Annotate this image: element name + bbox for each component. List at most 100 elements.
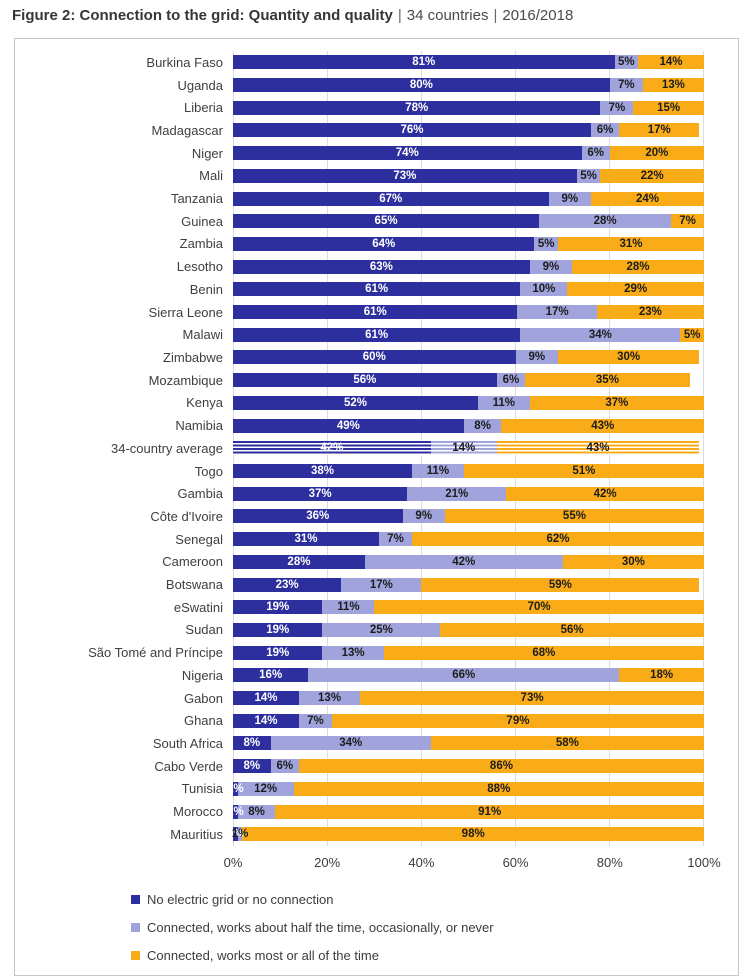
bar-track: 8% 34% 58% [233,736,704,751]
bar-track: 78% 7% 15% [233,100,704,115]
country-label: Namibia [175,418,223,434]
bar-value-label: 17% [545,306,569,319]
bar-value-label: 52% [343,396,367,409]
bar-segment-works-half-time: 34% [520,327,681,342]
bar-value-label: 8% [243,737,261,750]
bar-track: 31% 7% 62% [233,532,704,547]
country-label: Gabon [183,690,223,706]
bar-track: 60% 9% 30% [233,350,704,365]
bar-segment-no-connection: 37% [233,486,408,501]
bar-segment-works-half-time: 9% [515,350,558,365]
bar-segment-works-half-time: 13% [298,691,361,706]
bar-segment-works-most-time: 23% [596,305,704,320]
bar-value-label: 73% [393,169,417,182]
bar-value-label: 5% [580,169,597,182]
bar-segment-no-connection: 19% [233,645,323,660]
bar-value-label: 7% [608,101,626,114]
x-axis-tick: 60% [502,855,529,870]
bar-segment-works-half-time: 11% [477,395,530,410]
bar-value-label: 29% [624,283,648,296]
bar-segment-works-most-time: 42% [506,486,704,501]
chart-area: Burkina Faso 81% 5% 14% Uganda 80% 7% 13% Liberi… [14,38,739,976]
bar-value-label: 1% [231,828,249,841]
bar-segment-no-connection: 60% [233,350,516,365]
bar-segment-works-half-time: 7% [298,713,332,728]
country-label: Benin [189,281,223,297]
bar-segment-no-connection: 14% [233,691,299,706]
bar-segment-works-half-time: 11% [322,600,375,615]
bar-value-label: 68% [532,646,556,659]
bar-value-label: 25% [369,623,393,636]
x-axis-ticks: 0% 20% 40% 60% 80% 100% [224,848,721,872]
bar-segment-works-half-time: 7% [379,532,412,547]
chart-row: Niger 74% 6% 20% [15,142,738,165]
bar-track: 65% 28% 7% [233,214,704,229]
bar-track: 63% 9% 28% [233,259,704,274]
bar-value-label: 67% [379,192,403,205]
bar-track: 1% 8% 91% [227,804,704,819]
bar-value-label: 28% [593,215,617,228]
bar-value-label: 73% [520,692,544,705]
bar-value-label: 9% [415,510,433,523]
bar-segment-works-half-time: 13% [322,645,384,660]
chart-row: Nigeria 16% 66% 18% [15,664,738,687]
bar-value-label: 1% [227,828,244,841]
bar-segment-works-half-time: 7% [600,100,634,115]
bar-segment-works-most-time: 18% [619,668,704,683]
bar-track: 37% 21% 42% [233,486,704,501]
title-separator-1: | [397,7,402,24]
bar-value-label: 42% [320,442,344,455]
bar-value-label: 34% [588,328,612,341]
bar-track: 80% 7% 13% [233,78,704,93]
chart-row: Uganda 80% 7% 13% [15,74,738,97]
chart-row: Malawi 61% 34% 5% [15,323,738,346]
bar-segment-works-most-time: 79% [331,713,704,728]
bar-value-label: 19% [266,646,290,659]
bar-track: 23% 17% 59% [233,577,704,592]
legend-swatch-icon [131,922,140,932]
country-label: Uganda [177,77,223,93]
bar-track: 19% 13% 68% [233,645,704,660]
bar-segment-works-most-time: 37% [529,395,704,410]
chart-row: Cameroon 28% 42% 30% [15,550,738,573]
bar-track: 74% 6% 20% [233,146,704,161]
bar-segment-works-half-time: 42% [364,554,563,569]
chart-row: Liberia 78% 7% 15% [15,96,738,119]
chart-row: Morocco 1% 8% 91% [15,800,738,823]
bar-segment-works-most-time: 55% [444,509,704,524]
bar-value-label: 13% [318,692,342,705]
bar-segment-works-half-time: 5% [576,168,601,183]
bar-segment-works-most-time: 5% [680,327,704,342]
country-label: 34-country average [110,440,223,456]
legend-item-works-half-time: Connected, works about half the time, oc… [131,919,494,935]
country-label: Côte d'Ivoire [150,508,223,524]
bar-value-label: 13% [661,79,685,92]
chart-row: Zimbabwe 60% 9% 30% [15,346,738,369]
bar-value-label: 10% [532,283,556,296]
bar-value-label: 7% [617,79,635,92]
bar-segment-works-most-time: 24% [590,191,704,206]
bar-value-label: 8% [474,419,491,432]
bar-segment-works-half-time: 8% [463,418,502,433]
bar-value-label: 5% [617,56,635,69]
bar-value-label: 61% [363,306,387,319]
bar-track: 1% 12% 88% [227,781,704,796]
bar-track: 67% 9% 24% [233,191,704,206]
x-axis-spacer [15,848,233,872]
bar-value-label: 81% [412,56,436,69]
bar-track: 19% 11% 70% [233,600,704,615]
bar-track: 73% 5% 22% [233,168,704,183]
bar-segment-works-most-time: 7% [671,214,704,229]
bar-value-label: 80% [409,79,433,92]
chart-row: Kenya 52% 11% 37% [15,392,738,415]
bar-segment-works-half-time: 17% [341,577,422,592]
title-separator-2: | [493,7,498,24]
bar-track: 14% 13% 73% [233,691,704,706]
country-label: Togo [194,463,223,479]
bar-segment-no-connection: 8% [233,736,271,751]
bar-value-label: 16% [259,669,283,682]
bar-value-label: 30% [617,351,641,364]
x-axis-tick: 40% [408,855,435,870]
bar-segment-works-half-time: 10% [520,282,568,297]
bar-segment-works-half-time: 6% [590,123,620,138]
